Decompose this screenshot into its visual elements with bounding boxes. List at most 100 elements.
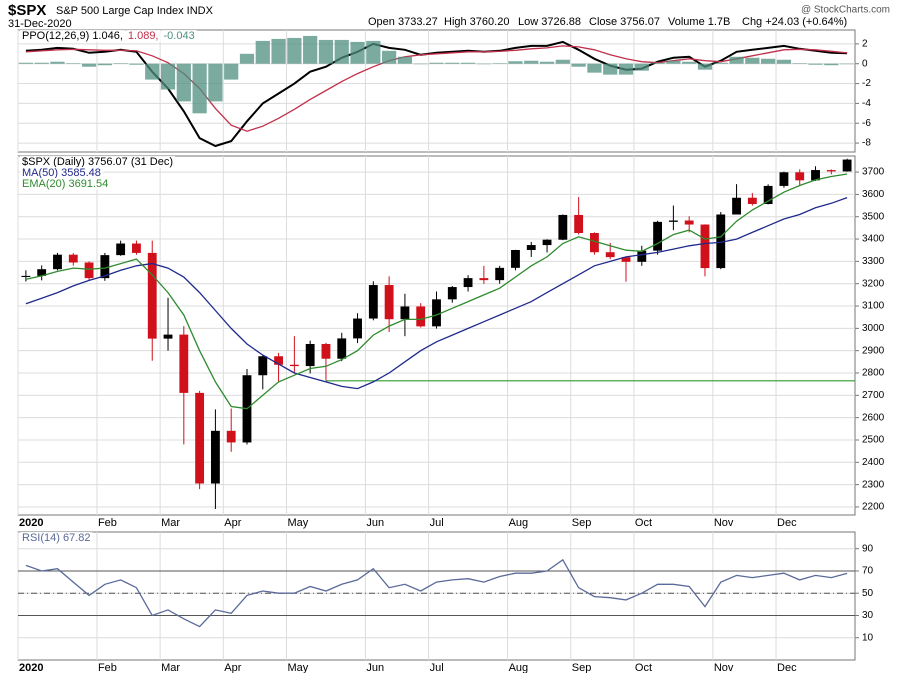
- histogram-bar: [66, 63, 81, 64]
- histogram-bar: [508, 61, 523, 64]
- candle-body: [400, 306, 410, 320]
- x-tick-label: Aug: [509, 662, 529, 673]
- low: Low 3726.88: [518, 16, 581, 28]
- histogram-bar: [445, 62, 460, 64]
- histogram-bar: [224, 63, 239, 80]
- panel: [17, 155, 856, 516]
- histogram-bar: [666, 60, 681, 64]
- legend-entry: MA(50) 3585.48: [22, 167, 101, 179]
- x-tick-label: Sep: [572, 662, 592, 673]
- histogram-bar: [713, 62, 728, 64]
- histogram-bar: [634, 63, 649, 71]
- security-name: S&P 500 Large Cap Index INDX: [56, 5, 214, 17]
- candle-body: [353, 318, 362, 339]
- candle-body: [668, 220, 678, 222]
- x-tick-label: Aug: [509, 517, 529, 529]
- candle-body: [274, 356, 283, 365]
- close: Close 3756.07: [589, 16, 660, 28]
- candle-body: [479, 278, 489, 281]
- change: Chg +24.03 (+0.64%): [742, 16, 847, 28]
- histogram-bar: [587, 63, 602, 73]
- x-tick-label: Dec: [777, 662, 797, 673]
- legend-entry: -0.043: [164, 30, 195, 42]
- series-line: [25, 558, 848, 628]
- y-tick-label: -2: [862, 78, 871, 89]
- x-tick-label: Mar: [161, 517, 180, 529]
- x-tick-label: Jun: [366, 517, 384, 529]
- y-tick-label: 3500: [862, 211, 885, 222]
- x-tick-label: Feb: [98, 662, 117, 673]
- candle-body: [84, 262, 94, 279]
- candle-body: [795, 172, 805, 181]
- candle-body: [289, 364, 299, 367]
- histogram-bar: [524, 60, 539, 64]
- histogram-bar: [239, 53, 255, 64]
- histogram-bar: [682, 61, 697, 64]
- candle-body: [511, 249, 520, 268]
- histogram-bar: [192, 63, 207, 114]
- legend-entry: PPO(12,26,9) 1.046,: [22, 30, 123, 42]
- x-tick-label: Dec: [777, 517, 797, 529]
- y-tick-label: 2400: [862, 457, 885, 468]
- candle-body: [116, 243, 126, 256]
- candle-body: [732, 197, 741, 215]
- histogram-bar: [555, 59, 570, 64]
- candle-body: [842, 159, 852, 172]
- candle-body: [716, 214, 726, 269]
- histogram-bar: [650, 62, 665, 64]
- candle-body: [100, 255, 110, 279]
- candle-body: [700, 224, 710, 269]
- histogram-bar: [97, 63, 112, 66]
- histogram-bar: [145, 63, 160, 80]
- y-tick-label: -6: [862, 118, 871, 129]
- candle-body: [811, 170, 820, 181]
- legend-bg: [125, 30, 161, 42]
- candle-body: [368, 285, 378, 319]
- histogram-bar: [792, 63, 807, 64]
- candle-body: [305, 343, 315, 367]
- y-tick-label: -4: [862, 98, 871, 109]
- y-tick-label: 2300: [862, 479, 885, 490]
- histogram-bar: [745, 57, 760, 64]
- y-tick-label: 2200: [862, 502, 885, 513]
- candle-body: [132, 243, 141, 253]
- y-tick-label: 3000: [862, 323, 885, 334]
- x-tick-label: Jul: [430, 662, 444, 673]
- histogram-bar: [255, 40, 270, 64]
- candle-body: [337, 338, 347, 359]
- candle-body: [447, 287, 457, 300]
- x-tick-label: Jul: [430, 517, 444, 529]
- histogram-bar: [460, 62, 476, 64]
- histogram-bar: [618, 63, 634, 75]
- histogram-bar: [808, 63, 823, 65]
- legend-bg: [20, 532, 93, 544]
- candle-body: [179, 334, 189, 393]
- x-tick-label: Oct: [635, 517, 652, 529]
- candle-body: [384, 285, 394, 320]
- x-tick-label: 2020: [19, 662, 43, 673]
- histogram-bar: [318, 39, 334, 64]
- x-tick-label: Sep: [572, 517, 592, 529]
- legend-bg: [20, 30, 125, 42]
- y-tick-label: 50: [862, 588, 874, 599]
- histogram-bar: [50, 61, 65, 64]
- y-tick-label: 70: [862, 566, 874, 577]
- histogram-bar: [271, 38, 286, 64]
- candle-body: [684, 220, 694, 225]
- candle-body: [321, 343, 331, 359]
- date: 31-Dec-2020: [8, 18, 72, 30]
- symbol: $SPX: [8, 2, 46, 19]
- x-tick-label: Apr: [224, 517, 241, 529]
- x-tick-label: May: [287, 517, 308, 529]
- legend-entry: 1.089,: [128, 30, 159, 42]
- histogram-bar: [176, 63, 191, 102]
- histogram-bar: [287, 37, 302, 64]
- high: High 3760.20: [444, 16, 509, 28]
- x-tick-label: Jun: [366, 662, 384, 673]
- x-tick-label: Apr: [224, 662, 241, 673]
- x-tick-label: 2020: [19, 517, 43, 529]
- candle-body: [763, 185, 773, 205]
- y-tick-label: 3300: [862, 256, 885, 267]
- histogram-bar: [208, 63, 223, 102]
